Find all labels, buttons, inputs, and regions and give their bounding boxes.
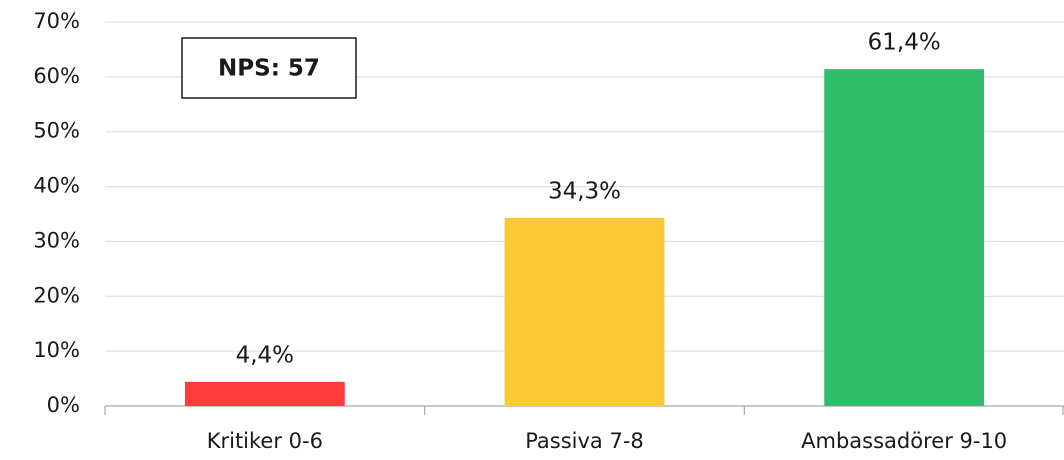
annotation-box: [181, 37, 357, 99]
y-tick-label: 10%: [33, 338, 80, 362]
data-label: 4,4%: [236, 342, 294, 368]
y-tick-label: 60%: [33, 64, 80, 88]
bar: [824, 69, 985, 407]
x-tick-label: Ambassadörer 9-10: [801, 429, 1007, 453]
bar: [184, 381, 345, 406]
y-tick-label: 0%: [47, 393, 80, 417]
y-tick-label: 70%: [33, 9, 80, 33]
data-label: 34,3%: [548, 178, 621, 204]
y-tick-label: 40%: [33, 174, 80, 198]
bar: [504, 217, 665, 406]
x-tick-label: Kritiker 0-6: [207, 429, 323, 453]
annotation: NPS: 57: [218, 56, 320, 82]
y-tick-label: 50%: [33, 119, 80, 143]
x-tick-label: Passiva 7-8: [525, 429, 644, 453]
y-tick-label: 20%: [33, 283, 80, 307]
y-tick-label: 30%: [33, 228, 80, 252]
data-label: 61,4%: [868, 30, 941, 56]
